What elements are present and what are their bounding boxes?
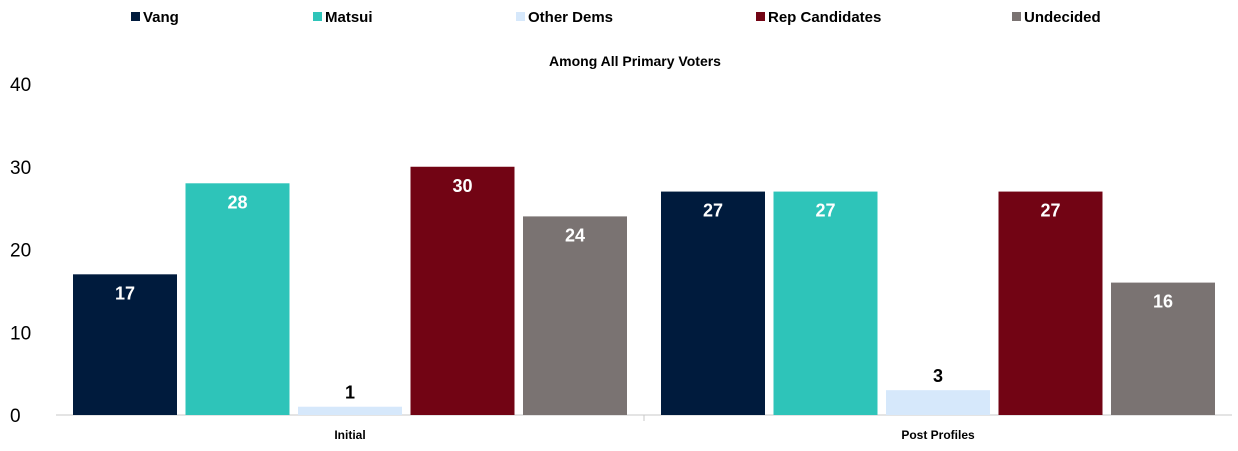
bar-matsui-post-profiles [773, 191, 878, 415]
bar-rep-candidates-initial [410, 166, 515, 415]
y-tick-label: 10 [10, 323, 31, 344]
legend-swatch [131, 12, 140, 21]
chart-title: Among All Primary Voters [549, 53, 721, 69]
bar-other-dems-initial [298, 406, 402, 415]
legend-item-matsui: Matsui [313, 9, 373, 26]
legend-item-vang: Vang [131, 9, 179, 26]
bar-vang-initial [73, 274, 177, 415]
legend-swatch [756, 12, 765, 21]
bar-matsui-initial [185, 183, 290, 415]
x-category-label: Post Profiles [901, 428, 975, 442]
x-axis: Initial Post Profiles [334, 415, 975, 442]
data-labels: 17 28 1 30 24 27 27 3 27 16 [115, 176, 1173, 403]
data-label: 28 [227, 192, 247, 212]
bar-undecided-initial [523, 216, 627, 415]
legend-item-undecided: Undecided [1012, 9, 1101, 26]
legend-swatch [313, 12, 322, 21]
data-label: 24 [565, 225, 585, 245]
legend-item-other-dems: Other Dems [516, 9, 613, 26]
legend: Vang Matsui Other Dems Rep Candidates Undeci… [131, 9, 1101, 26]
legend-label: Rep Candidates [768, 9, 881, 26]
data-label: 1 [345, 383, 355, 403]
legend-label: Undecided [1024, 9, 1101, 26]
data-label: 17 [115, 283, 135, 303]
bar-other-dems-post-profiles [886, 390, 990, 415]
data-label: 27 [703, 201, 723, 221]
bar-rep-candidates-post-profiles [998, 191, 1103, 415]
bar-undecided-post-profiles [1111, 282, 1215, 415]
legend-label: Other Dems [528, 9, 613, 26]
y-tick-label: 0 [10, 406, 21, 427]
data-label: 27 [1040, 201, 1060, 221]
data-label: 16 [1153, 292, 1173, 312]
y-tick-label: 40 [10, 75, 31, 96]
data-label: 3 [933, 366, 943, 386]
y-tick-label: 20 [10, 241, 31, 262]
legend-label: Matsui [325, 9, 373, 26]
bar-vang-post-profiles [661, 191, 765, 415]
data-label: 30 [452, 176, 472, 196]
y-tick-label: 30 [10, 158, 31, 179]
legend-item-rep-candidates: Rep Candidates [756, 9, 881, 26]
data-label: 27 [815, 201, 835, 221]
legend-swatch [516, 12, 525, 21]
legend-label: Vang [143, 9, 179, 26]
x-category-label: Initial [334, 428, 365, 442]
legend-swatch [1012, 12, 1021, 21]
bars [73, 166, 1215, 415]
